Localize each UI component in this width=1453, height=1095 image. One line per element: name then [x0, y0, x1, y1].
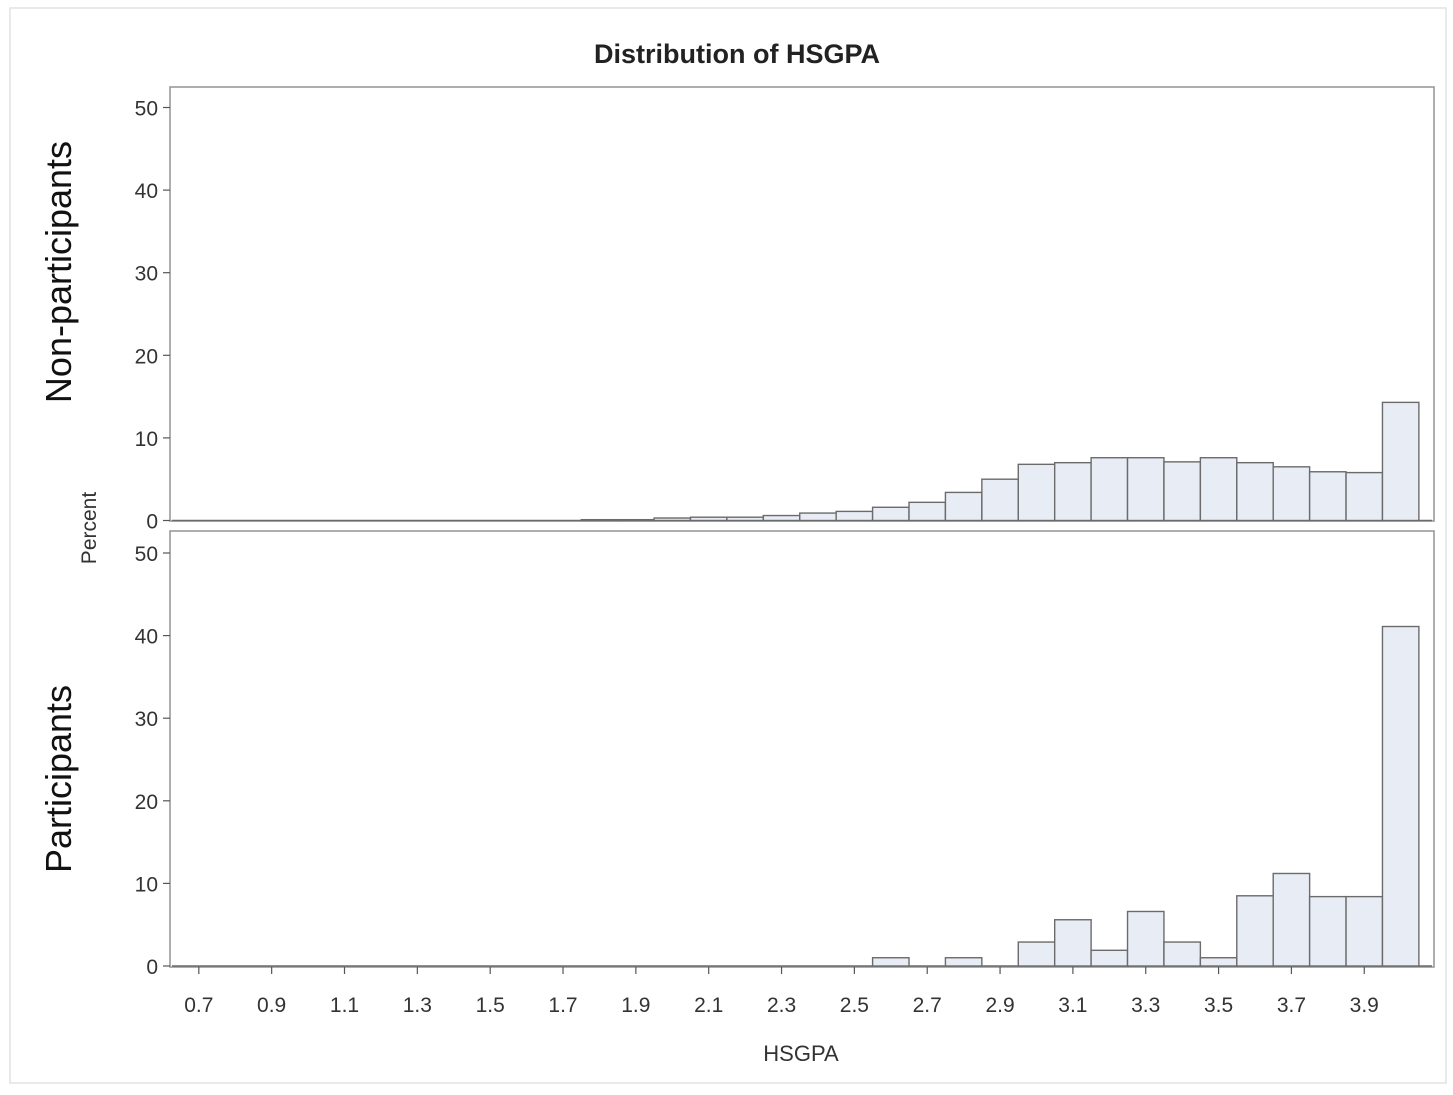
bar-participants-4.0	[1381, 625, 1420, 967]
bar-participants-3.9	[1345, 895, 1384, 967]
bar-participants-3.8	[1308, 895, 1347, 967]
y-tick-label-participants-20: 20	[135, 791, 158, 814]
bar-participants-3.1	[1053, 919, 1092, 967]
bar-non-participants-3.1	[1053, 461, 1092, 522]
x-tick-label-1.9: 1.9	[621, 994, 650, 1017]
bar-non-participants-2.2	[726, 516, 765, 522]
x-tick-label-3.7: 3.7	[1277, 994, 1306, 1017]
y-tick-label-participants-30: 30	[135, 708, 158, 731]
y-tick-label-non-participants-0: 0	[146, 511, 158, 534]
x-tick-label-2.7: 2.7	[913, 994, 942, 1017]
y-axis-label: Percent	[78, 492, 101, 565]
x-tick-label-3.5: 3.5	[1204, 994, 1233, 1017]
bar-non-participants-4.0	[1381, 401, 1420, 522]
bar-non-participants-1.8	[580, 518, 619, 522]
bar-participants-2.8	[944, 957, 983, 967]
y-tick-label-non-participants-50: 50	[135, 98, 158, 121]
y-tick-label-participants-10: 10	[135, 873, 158, 896]
bar-participants-3.7	[1272, 872, 1311, 967]
bar-participants-3.4	[1163, 941, 1202, 967]
bar-non-participants-2.1	[689, 516, 728, 522]
panel-label-participants: Participants	[38, 685, 79, 873]
y-tick-label-participants-40: 40	[135, 626, 158, 649]
bar-participants-2.6	[871, 957, 910, 967]
x-tick-label-3.3: 3.3	[1131, 994, 1160, 1017]
bar-non-participants-3.3	[1126, 457, 1165, 522]
x-tick-label-1.3: 1.3	[403, 994, 432, 1017]
x-tick-label-0.9: 0.9	[257, 994, 286, 1017]
x-tick-label-2.1: 2.1	[694, 994, 723, 1017]
bar-non-participants-3.4	[1163, 461, 1202, 522]
x-axis: 0.7 0.9 1.1 1.3 1.5 1.7 1.9 2.1 2.3 2.5 2.7 2.9 3.1 3…	[184, 967, 1379, 1017]
x-tick-label-0.7: 0.7	[184, 994, 213, 1017]
bar-non-participants-2.7	[908, 501, 947, 522]
panel-frame-participants	[169, 530, 1435, 968]
bar-non-participants-1.9	[616, 518, 655, 522]
x-tick-label-1.7: 1.7	[548, 994, 577, 1017]
x-tick-label-2.3: 2.3	[767, 994, 796, 1017]
y-tick-label-non-participants-30: 30	[135, 263, 158, 286]
bar-non-participants-2.0	[653, 517, 692, 522]
x-axis-label: HSGPA	[763, 1041, 839, 1066]
bar-non-participants-3.9	[1345, 471, 1384, 522]
bar-non-participants-3.5	[1199, 457, 1238, 522]
bar-non-participants-3.6	[1236, 461, 1274, 522]
x-tick-label-1.5: 1.5	[476, 994, 505, 1017]
bar-participants-3.2	[1090, 949, 1129, 967]
x-tick-label-3.9: 3.9	[1350, 994, 1379, 1017]
x-tick-label-2.5: 2.5	[840, 994, 869, 1017]
bar-participants-3.3	[1126, 910, 1165, 967]
panel-non-participants: 0 10 20 30 40 50	[135, 86, 1435, 534]
y-tick-label-non-participants-40: 40	[135, 180, 158, 203]
bar-non-participants-2.8	[944, 491, 983, 522]
bar-non-participants-3.8	[1308, 471, 1347, 522]
bar-non-participants-3.0	[1017, 463, 1056, 522]
x-tick-label-1.1: 1.1	[330, 994, 359, 1017]
bar-participants-3.5	[1199, 957, 1238, 967]
x-tick-label-3.1: 3.1	[1058, 994, 1087, 1017]
bar-non-participants-2.5	[835, 510, 874, 522]
panel-label-non-participants: Non-participants	[38, 141, 79, 403]
y-tick-label-non-participants-20: 20	[135, 345, 158, 368]
panel-frame-non-participants	[169, 86, 1435, 522]
panel-participants: 0 10 20 30 40 50	[135, 530, 1435, 979]
bar-participants-3.0	[1017, 941, 1056, 967]
bar-non-participants-2.4	[799, 512, 837, 522]
x-tick-label-2.9: 2.9	[985, 994, 1014, 1017]
y-tick-label-participants-0: 0	[146, 956, 158, 979]
bar-non-participants-2.9	[981, 478, 1019, 522]
bar-non-participants-2.3	[762, 514, 801, 522]
bar-non-participants-3.7	[1272, 466, 1311, 522]
bar-non-participants-3.2	[1090, 457, 1129, 522]
y-tick-label-non-participants-10: 10	[135, 428, 158, 451]
y-tick-label-participants-50: 50	[135, 543, 158, 566]
bar-non-participants-2.6	[871, 506, 910, 522]
chart-title: Distribution of HSGPA	[594, 39, 880, 69]
bar-participants-3.6	[1236, 895, 1274, 967]
